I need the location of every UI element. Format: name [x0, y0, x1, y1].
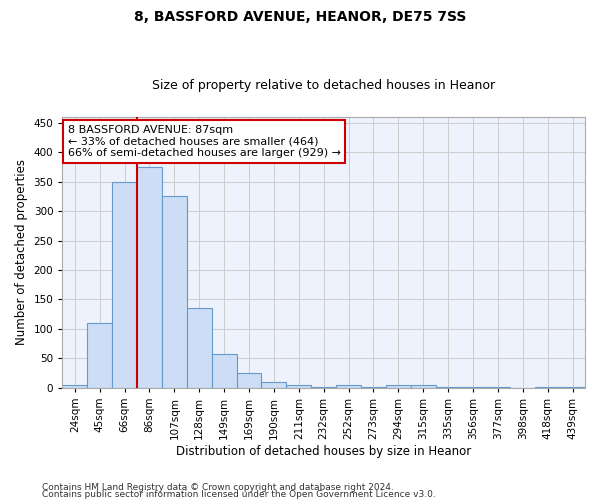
Y-axis label: Number of detached properties: Number of detached properties: [15, 160, 28, 346]
Bar: [62, 386, 87, 388]
Bar: [137, 167, 162, 388]
Text: Contains HM Land Registry data © Crown copyright and database right 2024.: Contains HM Land Registry data © Crown c…: [42, 484, 394, 492]
Title: Size of property relative to detached houses in Heanor: Size of property relative to detached ho…: [152, 79, 495, 92]
Bar: [187, 308, 212, 388]
Bar: [87, 323, 112, 388]
Bar: [535, 387, 560, 388]
Bar: [311, 386, 336, 388]
Bar: [212, 354, 236, 388]
Bar: [236, 373, 262, 388]
Bar: [386, 385, 411, 388]
Bar: [485, 387, 511, 388]
Bar: [461, 387, 485, 388]
Bar: [411, 385, 436, 388]
Bar: [436, 386, 461, 388]
Bar: [112, 182, 137, 388]
Text: Contains public sector information licensed under the Open Government Licence v3: Contains public sector information licen…: [42, 490, 436, 499]
Bar: [262, 382, 286, 388]
Bar: [286, 385, 311, 388]
X-axis label: Distribution of detached houses by size in Heanor: Distribution of detached houses by size …: [176, 444, 471, 458]
Bar: [162, 196, 187, 388]
Bar: [560, 386, 585, 388]
Text: 8, BASSFORD AVENUE, HEANOR, DE75 7SS: 8, BASSFORD AVENUE, HEANOR, DE75 7SS: [134, 10, 466, 24]
Bar: [361, 386, 386, 388]
Bar: [336, 385, 361, 388]
Text: 8 BASSFORD AVENUE: 87sqm
← 33% of detached houses are smaller (464)
66% of semi-: 8 BASSFORD AVENUE: 87sqm ← 33% of detach…: [68, 125, 341, 158]
